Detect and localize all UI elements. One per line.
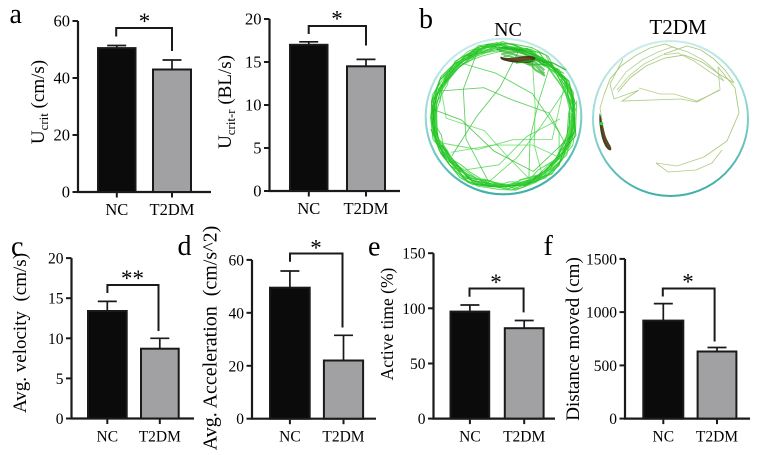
svg-text:60: 60 [229, 252, 245, 269]
svg-text:NC: NC [105, 200, 128, 219]
svg-text:*: * [331, 7, 343, 32]
svg-text:*: * [310, 236, 322, 261]
svg-text:15: 15 [245, 53, 262, 72]
svg-text:20: 20 [48, 251, 64, 268]
svg-text:Distance moved (cm): Distance moved (cm) [563, 257, 584, 421]
svg-text:20: 20 [245, 10, 262, 29]
svg-text:T2DM: T2DM [649, 15, 706, 39]
svg-text:d: d [178, 231, 192, 262]
svg-text:0: 0 [236, 411, 244, 428]
svg-text:0: 0 [62, 183, 70, 202]
svg-text:a: a [10, 0, 23, 30]
svg-text:150: 150 [402, 246, 426, 263]
svg-text:0: 0 [56, 411, 64, 428]
svg-text:NC: NC [459, 429, 481, 446]
svg-text:5: 5 [56, 371, 64, 388]
svg-text:1500: 1500 [586, 251, 617, 268]
svg-text:*: * [490, 270, 502, 295]
svg-text:500: 500 [594, 358, 618, 375]
svg-text:Ucrit​ (cm/s): Ucrit​ (cm/s) [28, 60, 51, 144]
svg-text:*: * [139, 9, 151, 34]
svg-text:NC: NC [494, 19, 522, 41]
svg-text:T2DM: T2DM [150, 200, 195, 219]
svg-text:f: f [544, 231, 554, 262]
svg-text:e: e [368, 231, 380, 262]
svg-text:Avg. velocity (cm/s): Avg. velocity (cm/s) [10, 253, 31, 413]
svg-text:T2DM: T2DM [696, 429, 738, 446]
svg-text:10: 10 [48, 331, 64, 348]
svg-text:T2DM: T2DM [139, 429, 181, 446]
svg-text:T2DM: T2DM [322, 429, 364, 446]
svg-text:20: 20 [229, 358, 245, 375]
svg-text:T2DM: T2DM [503, 429, 545, 446]
svg-text:NC: NC [97, 429, 119, 446]
svg-text:Avg. Acceleration (cm/s^2): Avg. Acceleration (cm/s^2) [200, 226, 222, 451]
svg-text:50: 50 [410, 356, 426, 373]
svg-text:0: 0 [418, 411, 426, 428]
svg-text:0: 0 [253, 182, 261, 201]
svg-text:Active time (%): Active time (%) [377, 267, 397, 380]
svg-text:*: * [682, 270, 694, 295]
svg-text:40: 40 [229, 305, 245, 322]
svg-text:40: 40 [54, 69, 71, 88]
svg-text:10: 10 [245, 96, 262, 115]
svg-text:20: 20 [54, 126, 71, 145]
svg-text:c: c [11, 232, 23, 263]
svg-text:60: 60 [54, 12, 71, 31]
svg-text:1000: 1000 [586, 305, 617, 322]
svg-text:NC: NC [297, 199, 320, 218]
svg-text:0: 0 [609, 411, 617, 428]
svg-text:NC: NC [653, 429, 675, 446]
svg-text:100: 100 [402, 301, 426, 318]
svg-text:15: 15 [48, 291, 64, 308]
svg-text:**: ** [121, 266, 144, 291]
svg-text:Ucrit-r​ (BL/s): Ucrit-r​ (BL/s) [215, 55, 238, 149]
svg-text:b: b [419, 4, 433, 35]
svg-text:NC: NC [279, 429, 301, 446]
svg-text:T2DM: T2DM [344, 199, 389, 218]
svg-text:5: 5 [253, 139, 261, 158]
